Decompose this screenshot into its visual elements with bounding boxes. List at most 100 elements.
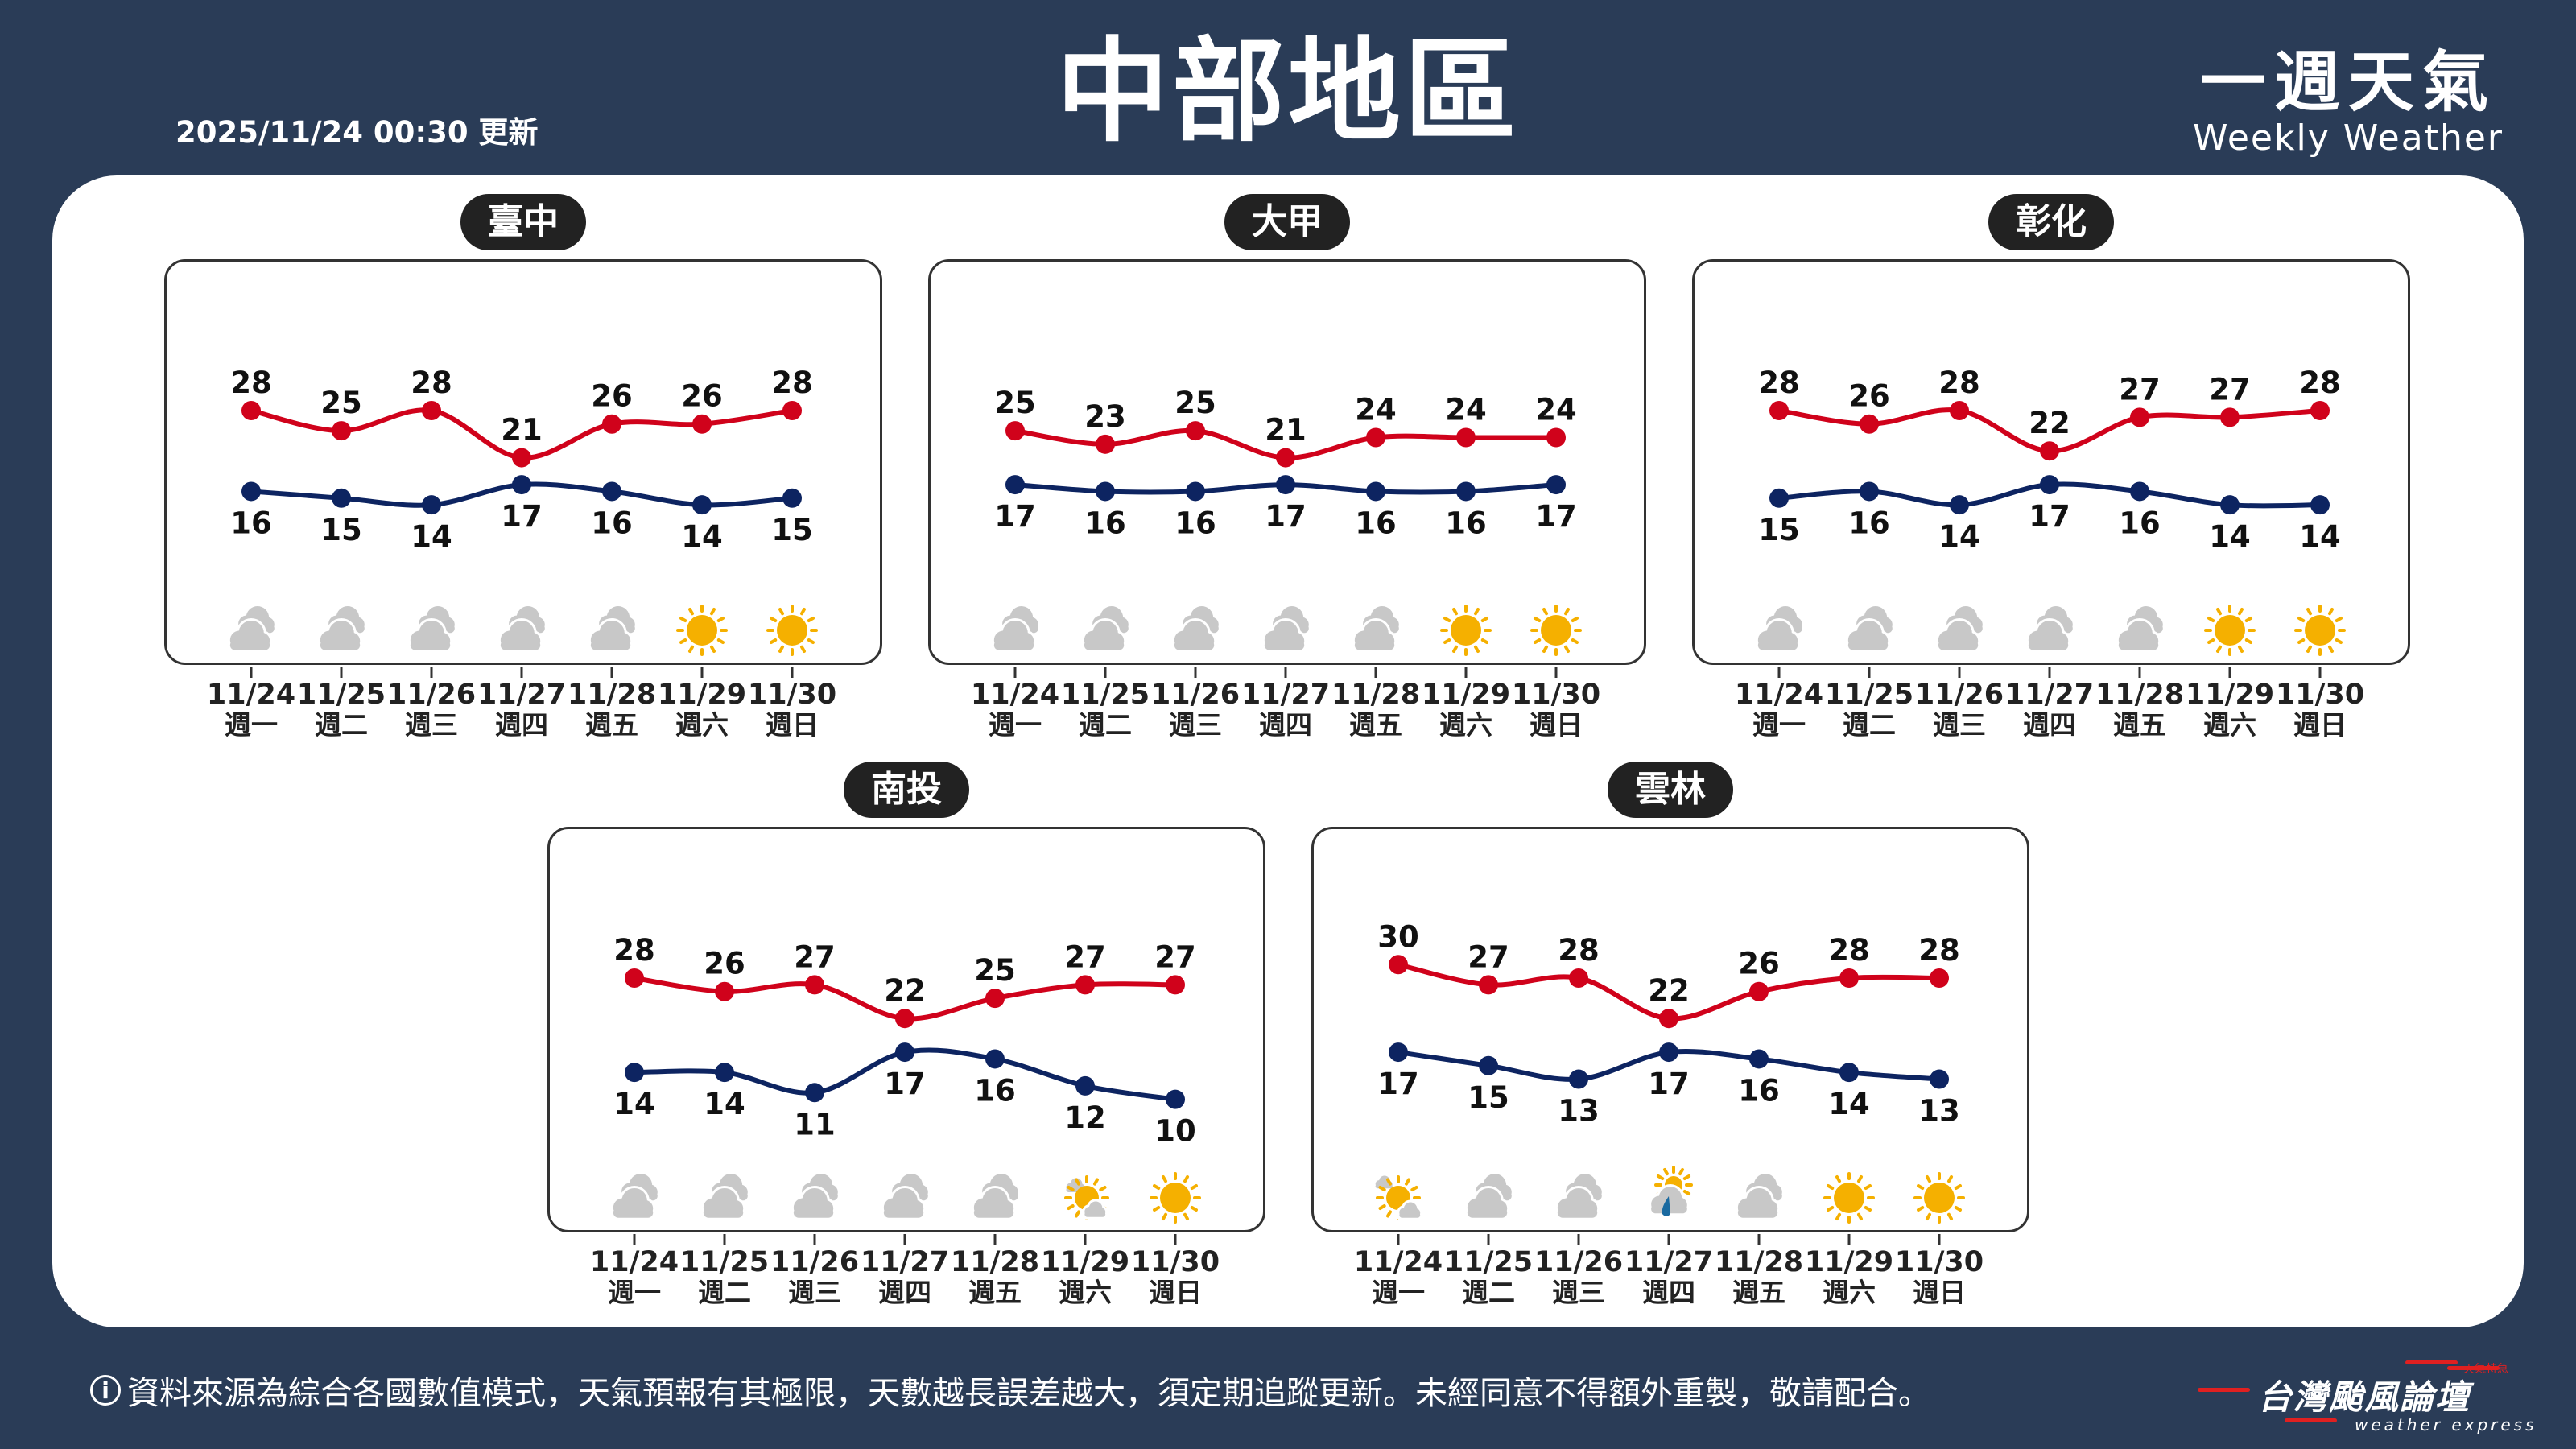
low-temp-point bbox=[805, 1083, 824, 1103]
sunny-icon bbox=[676, 605, 728, 656]
chart-frame bbox=[547, 827, 1265, 1232]
date-label: 11/29 bbox=[1422, 679, 1510, 711]
cloudy-icon bbox=[1261, 606, 1309, 653]
sunny-icon bbox=[1823, 1172, 1875, 1224]
weekday-label: 週日 bbox=[2293, 709, 2347, 741]
weekday-label: 週一 bbox=[608, 1277, 661, 1308]
weekday-label: 週三 bbox=[1933, 709, 1986, 741]
low-temp-point bbox=[332, 488, 351, 508]
low-temp-label: 17 bbox=[884, 1067, 926, 1101]
brand-en: Weekly Weather bbox=[2192, 118, 2504, 159]
low-temp-label: 17 bbox=[1377, 1067, 1419, 1101]
date-label: 11/25 bbox=[1061, 679, 1150, 711]
high-temp-label: 28 bbox=[411, 365, 452, 400]
cloudy-icon bbox=[1845, 606, 1893, 653]
high-temp-label: 23 bbox=[1084, 399, 1126, 434]
sunny-icon bbox=[1913, 1172, 1965, 1224]
sunny-icon bbox=[2294, 605, 2346, 656]
low-temp-point bbox=[1569, 1069, 1588, 1089]
update-time: 2025/11/24 00:30 更新 bbox=[175, 115, 539, 150]
high-temp-point bbox=[2040, 441, 2059, 461]
high-temp-label: 24 bbox=[1535, 392, 1577, 427]
weekday-label: 週六 bbox=[2203, 709, 2256, 741]
low-temp-point bbox=[2310, 495, 2330, 515]
high-temp-label: 22 bbox=[884, 973, 926, 1008]
date-label: 11/29 bbox=[1805, 1246, 1893, 1278]
low-temp-label: 11 bbox=[794, 1107, 836, 1141]
date-label: 11/24 bbox=[207, 679, 295, 711]
high-temp-point bbox=[1366, 427, 1385, 448]
chart-frame bbox=[164, 259, 882, 665]
low-temp-label: 14 bbox=[704, 1087, 745, 1121]
weekday-label: 週日 bbox=[1149, 1277, 1202, 1308]
low-temp-label: 14 bbox=[2299, 519, 2341, 554]
low-temp-point bbox=[1860, 481, 1879, 502]
low-temp-label: 15 bbox=[320, 513, 362, 547]
sun-with-clouds-icon bbox=[1375, 1175, 1423, 1220]
high-temp-point bbox=[805, 975, 824, 995]
date-label: 11/30 bbox=[1895, 1246, 1984, 1278]
high-temp-label: 27 bbox=[2209, 372, 2251, 407]
high-temp-point bbox=[332, 421, 351, 441]
date-label: 11/30 bbox=[1131, 1246, 1220, 1278]
weekday-label: 週一 bbox=[1752, 709, 1806, 741]
station-name: 彰化 bbox=[1988, 194, 2114, 250]
station-name: 雲林 bbox=[1608, 762, 1733, 818]
cloudy-icon bbox=[227, 606, 275, 653]
date-label: 11/27 bbox=[1241, 679, 1330, 711]
weekday-label: 週二 bbox=[1462, 1277, 1515, 1308]
weekday-label: 週五 bbox=[1349, 709, 1402, 741]
sunny-icon bbox=[1530, 605, 1582, 656]
high-temp-point bbox=[895, 1009, 914, 1029]
cloudy-icon bbox=[1171, 606, 1219, 653]
low-temp-point bbox=[1659, 1042, 1678, 1063]
high-temp-label: 28 bbox=[1918, 933, 1960, 968]
cloudy-icon bbox=[407, 606, 455, 653]
weekday-label: 週日 bbox=[766, 709, 819, 741]
high-temp-label: 27 bbox=[794, 939, 836, 974]
high-temp-point bbox=[242, 401, 261, 420]
low-temp-label: 16 bbox=[230, 506, 272, 540]
date-label: 11/30 bbox=[2276, 679, 2364, 711]
high-temp-point bbox=[1569, 968, 1588, 988]
high-temp-point bbox=[1276, 448, 1295, 468]
info-icon: i bbox=[90, 1375, 121, 1406]
high-temp-point bbox=[1546, 427, 1566, 448]
weekday-label: 週三 bbox=[1552, 1277, 1605, 1308]
cloudy-icon bbox=[497, 606, 545, 653]
low-temp-point bbox=[625, 1063, 644, 1083]
low-temp-label: 16 bbox=[974, 1073, 1016, 1108]
low-temp-label: 16 bbox=[1445, 506, 1487, 540]
logo-tag: 天氣特急 bbox=[2463, 1363, 2508, 1376]
low-temp-label: 17 bbox=[2029, 499, 2070, 534]
low-temp-point bbox=[1166, 1089, 1185, 1109]
high-temp-point bbox=[1075, 975, 1095, 995]
weekday-label: 週二 bbox=[698, 1277, 751, 1308]
low-temp-point bbox=[1276, 475, 1295, 495]
high-temp-label: 21 bbox=[1265, 413, 1307, 448]
station-panel-3: 彰化 28 26 28 22 27 27 28 15 16 14 17 16 14 14 11/24 週一 11/… bbox=[1692, 194, 2410, 758]
weekday-label: 週六 bbox=[1823, 1277, 1876, 1308]
low-temp-point bbox=[1005, 475, 1025, 495]
footer: i 資料來源為綜合各國數值模式，天氣預報有其極限，天數越長誤差越大，須定期追蹤更… bbox=[90, 1367, 1930, 1414]
high-temp-label: 26 bbox=[591, 379, 633, 414]
station-name: 南投 bbox=[844, 762, 969, 818]
date-label: 11/26 bbox=[1534, 1246, 1623, 1278]
weekday-label: 週三 bbox=[405, 709, 458, 741]
high-temp-point bbox=[625, 968, 644, 988]
high-temp-label: 28 bbox=[1938, 365, 1980, 400]
low-temp-point bbox=[2220, 495, 2240, 515]
low-temp-point bbox=[1546, 475, 1566, 495]
high-temp-label: 28 bbox=[771, 365, 813, 400]
weekday-label: 週三 bbox=[788, 1277, 841, 1308]
high-temp-point bbox=[1659, 1009, 1678, 1029]
logo: 天氣特急 台灣颱風論壇 weather express bbox=[2198, 1352, 2568, 1441]
high-temp-point bbox=[1456, 427, 1476, 448]
cloudy-icon bbox=[2025, 606, 2073, 653]
weekday-label: 週六 bbox=[675, 709, 729, 741]
cloudy-icon bbox=[317, 606, 365, 653]
high-temp-label: 27 bbox=[1154, 939, 1196, 974]
cloudy-icon bbox=[588, 606, 635, 653]
weekday-label: 週一 bbox=[225, 709, 278, 741]
